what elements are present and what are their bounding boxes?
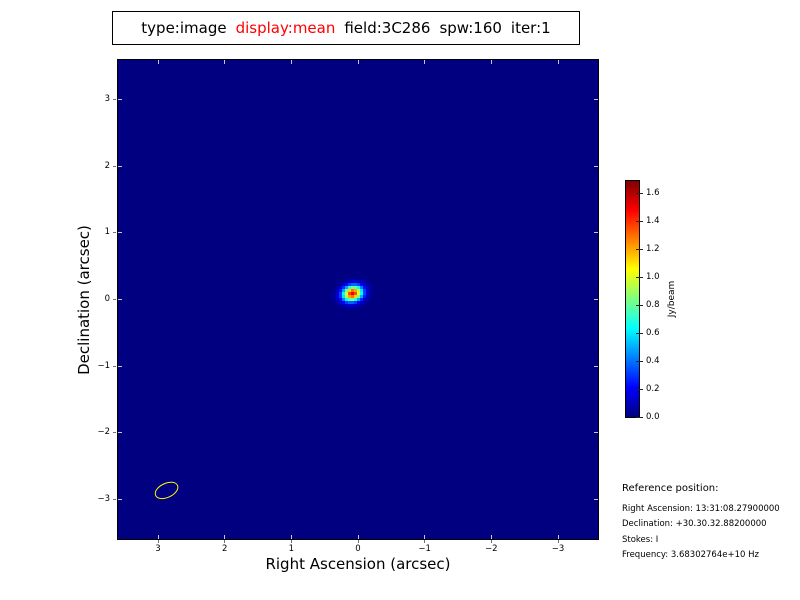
colorbar-label: Jy/beam xyxy=(667,280,677,318)
title-part: iter:1 xyxy=(510,19,551,37)
y-tick-outer xyxy=(113,299,116,300)
colorbar-tick-label: 1.0 xyxy=(646,271,660,282)
colorbar-tick xyxy=(636,276,643,278)
x-tick-label: 1 xyxy=(288,544,295,554)
colorbar-tick-label: 1.4 xyxy=(646,215,660,226)
title-part: spw:160 xyxy=(439,19,502,37)
x-tick-top xyxy=(557,60,559,64)
y-tick-right xyxy=(594,498,598,500)
reference-position-block: Reference position: Right Ascension: 13:… xyxy=(622,483,780,563)
reference-stokes: Stokes: I xyxy=(622,534,659,545)
x-tick-top xyxy=(224,60,226,64)
colorbar-tick xyxy=(636,304,643,306)
x-tick-label: 2 xyxy=(221,544,228,554)
x-tick xyxy=(490,535,492,539)
title-part: type:image xyxy=(141,19,227,37)
title-part: field:3C286 xyxy=(344,19,431,37)
colorbar-tick xyxy=(636,416,643,418)
y-tick xyxy=(118,299,122,300)
x-tick-outer xyxy=(157,540,159,543)
x-tick-outer xyxy=(424,540,426,543)
y-tick-right xyxy=(594,299,598,300)
colorbar-tick xyxy=(636,332,643,334)
colorbar xyxy=(625,180,640,418)
colorbar-tick-label: 1.2 xyxy=(646,243,660,254)
y-tick-right xyxy=(594,165,598,167)
y-tick xyxy=(118,232,122,234)
x-tick xyxy=(224,535,226,539)
x-tick-top xyxy=(157,60,159,64)
y-tick xyxy=(118,99,122,101)
colorbar-tick-label: 0.2 xyxy=(646,383,660,394)
x-tick-label: −3 xyxy=(551,544,565,554)
reference-heading: Reference position: xyxy=(622,483,719,494)
y-tick-label: 2 xyxy=(104,160,110,171)
x-tick-label: −1 xyxy=(418,544,431,554)
x-tick-label: 3 xyxy=(155,544,161,554)
x-tick xyxy=(157,535,159,539)
y-tick xyxy=(118,365,122,367)
reference-frequency: Frequency: 3.68302764e+10 Hz xyxy=(622,549,759,560)
y-tick-outer xyxy=(113,498,116,500)
reference-right-ascension: Right Ascension: 13:31:08.27900000 xyxy=(622,504,780,514)
x-axis-label: Right Ascension (arcsec) xyxy=(265,555,451,573)
y-tick-outer xyxy=(113,365,116,367)
y-tick-label: −1 xyxy=(97,360,110,371)
x-tick-top xyxy=(490,60,492,64)
reference-declination: Declination: +30.30.32.88200000 xyxy=(622,519,767,530)
y-tick-label: −3 xyxy=(97,493,110,504)
x-tick-top xyxy=(357,60,359,64)
colorbar-tick xyxy=(636,193,643,195)
y-tick xyxy=(118,165,122,167)
y-tick-right xyxy=(594,232,598,234)
colorbar-tick xyxy=(636,220,643,222)
y-tick-outer xyxy=(113,165,116,167)
colorbar-tick-label: 0.0 xyxy=(646,411,660,422)
y-tick-right xyxy=(594,365,598,367)
beam-ellipse xyxy=(152,478,181,502)
colorbar-tick xyxy=(636,248,643,250)
colorbar-tick-label: 1.6 xyxy=(646,188,660,199)
x-tick-outer xyxy=(490,540,492,543)
y-tick-label: 1 xyxy=(104,227,110,238)
x-tick-outer xyxy=(290,540,292,543)
y-tick-label: −2 xyxy=(97,427,110,438)
x-tick-outer xyxy=(557,540,559,543)
y-tick-outer xyxy=(113,99,116,101)
x-tick-top xyxy=(290,60,292,64)
colorbar-tick xyxy=(636,360,643,362)
x-tick-top xyxy=(424,60,426,64)
title-part: display:mean xyxy=(235,19,336,37)
y-tick-label: 0 xyxy=(104,294,110,304)
x-tick xyxy=(424,535,426,539)
source-blob xyxy=(327,271,379,316)
y-tick-outer xyxy=(113,232,116,234)
colorbar-tick-label: 0.4 xyxy=(646,355,660,366)
plot-title-box: type:image display:mean field:3C286 spw:160… xyxy=(112,11,580,45)
y-tick-right xyxy=(594,432,598,434)
x-tick-outer xyxy=(224,540,226,543)
y-tick-right xyxy=(594,99,598,101)
x-tick xyxy=(557,535,559,539)
x-tick-outer xyxy=(357,540,359,543)
x-tick xyxy=(357,535,359,539)
y-tick xyxy=(118,498,122,500)
x-tick-label: −2 xyxy=(485,544,498,554)
image-plot xyxy=(117,59,599,540)
x-tick-label: 0 xyxy=(355,544,361,554)
colorbar-tick-label: 0.6 xyxy=(646,327,660,338)
y-tick-outer xyxy=(113,432,116,434)
colorbar-tick-label: 0.8 xyxy=(646,299,660,310)
y-tick-label: 3 xyxy=(104,94,110,105)
y-tick xyxy=(118,432,122,434)
colorbar-tick xyxy=(636,388,643,390)
x-tick xyxy=(290,535,292,539)
